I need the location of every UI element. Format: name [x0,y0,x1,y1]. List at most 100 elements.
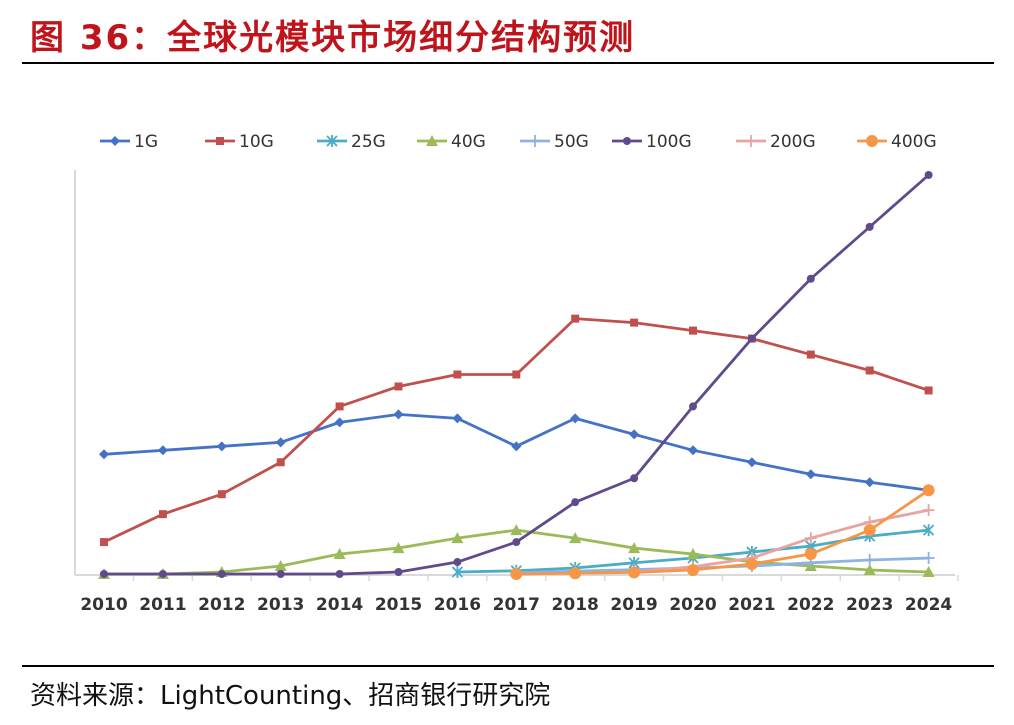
point-40G-2018 [569,532,582,544]
point-10G-2010 [100,538,108,547]
point-100G-2010 [100,570,108,578]
point-400G-2022 [804,548,817,561]
point-100G-2018 [571,498,580,507]
series-line-200G [633,508,929,574]
series-1G [99,409,934,496]
legend-label-10G: 10G [239,132,274,152]
point-1G-2014 [334,417,345,428]
point-100G-2019 [630,474,639,483]
point-1G-2010 [99,449,109,460]
point-10G-2022 [806,350,815,359]
point-40G-2017 [510,524,523,536]
bottom-rule [22,665,994,667]
point-10G-2023 [865,366,874,375]
series-10G [100,314,933,547]
point-400G-2020 [687,564,699,577]
legend-item-1G: 1G [100,132,158,152]
point-100G-2021 [747,334,756,343]
legend-item-50G: 50G [520,132,589,152]
legend-marker-25G [326,135,338,147]
series-line-10G [103,317,930,544]
point-200G-2024 [922,504,935,517]
legend-label-25G: 25G [351,132,386,152]
legend-label-400G: 400G [891,132,937,152]
point-1G-2018 [570,413,581,424]
point-10G-2017 [512,370,521,379]
point-1G-2017 [511,441,522,452]
point-10G-2015 [394,382,403,391]
top-rule [22,62,994,64]
x-tick-label-2022: 2022 [787,595,834,615]
point-1G-2013 [275,437,286,448]
x-tick-label-2019: 2019 [610,595,657,615]
point-10G-2014 [335,402,344,411]
point-400G-2018 [569,567,582,580]
legend-marker-200G [745,135,757,147]
point-40G-2019 [628,542,641,554]
x-tick-label-2020: 2020 [669,595,716,615]
line-chart: 1G 10G 25G 40G 50G 100G 200G 400G 2010 2011 2012 2… [74,132,959,615]
point-100G-2016 [453,558,462,567]
point-1G-2019 [629,429,640,440]
chart-legend: 1G 10G 25G 40G 50G 100G 200G 400G [100,132,937,152]
x-tick-label-2015: 2015 [375,595,422,615]
legend-label-100G: 100G [646,132,692,152]
point-50G-2023 [863,554,876,567]
x-tick-label-2010: 2010 [80,595,127,615]
source-note: 资料来源：LightCounting、招商银行研究院 [30,681,551,711]
x-tick-label-2018: 2018 [552,595,599,615]
x-tick-label-2013: 2013 [257,595,304,615]
x-tick-label-2011: 2011 [139,595,186,615]
series-layer [98,171,935,580]
point-40G-2016 [451,532,464,544]
legend-label-50G: 50G [554,132,589,152]
point-40G-2024 [922,566,935,578]
series-line-1G [103,412,929,492]
point-40G-2013 [274,560,287,572]
series-line-400G [516,489,930,576]
x-tick-label-2024: 2024 [905,595,952,615]
point-10G-2016 [453,370,462,379]
point-1G-2016 [452,413,463,424]
legend-item-400G: 400G [857,132,937,152]
point-100G-2017 [512,538,521,547]
legend-marker-1G [110,136,120,146]
point-100G-2011 [158,570,167,578]
point-10G-2011 [158,510,167,519]
point-1G-2023 [864,477,875,488]
point-10G-2018 [571,314,580,323]
point-100G-2023 [865,222,874,231]
legend-marker-50G [529,135,541,147]
point-100G-2013 [276,570,285,578]
point-40G-2015 [392,542,405,554]
point-400G-2021 [745,558,758,571]
point-400G-2023 [863,524,876,537]
legend-item-40G: 40G [417,132,486,152]
point-1G-2021 [746,457,757,468]
series-200G [628,504,935,579]
point-10G-2019 [630,318,639,327]
point-10G-2013 [276,458,285,467]
x-tick-label-2023: 2023 [846,595,893,615]
point-100G-2020 [689,402,697,411]
point-1G-2012 [216,441,227,452]
point-1G-2011 [157,445,168,456]
point-25G-2016 [451,566,464,579]
legend-marker-100G [623,137,631,145]
x-tick-label-2014: 2014 [316,595,363,615]
legend-item-200G: 200G [736,132,816,152]
legend-label-1G: 1G [134,132,158,152]
point-1G-2022 [805,469,816,480]
point-40G-2014 [333,548,346,560]
legend-item-100G: 100G [612,132,692,152]
x-axis-ticks: 2010 2011 2012 2013 2014 2015 2016 2017 2018 2019… [80,575,959,615]
point-400G-2024 [922,484,935,497]
series-100G [100,171,933,578]
legend-marker-10G [216,137,224,145]
figure-title: 图 36：全球光模块市场细分结构预测 [30,18,636,58]
legend-marker-40G [426,135,438,146]
point-200G-2022 [804,532,817,545]
legend-label-40G: 40G [451,132,486,152]
legend-marker-400G [866,135,878,147]
point-400G-2019 [628,566,641,579]
